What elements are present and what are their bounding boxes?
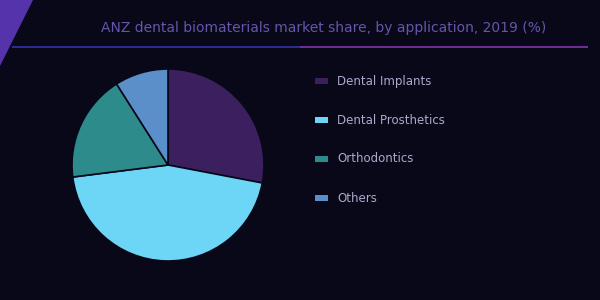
- Text: Dental Prosthetics: Dental Prosthetics: [337, 113, 445, 127]
- Wedge shape: [72, 84, 168, 177]
- Wedge shape: [116, 69, 168, 165]
- Wedge shape: [168, 69, 264, 183]
- Text: Dental Implants: Dental Implants: [337, 74, 431, 88]
- Text: ANZ dental biomaterials market share, by application, 2019 (%): ANZ dental biomaterials market share, by…: [101, 21, 547, 35]
- Text: Others: Others: [337, 191, 377, 205]
- Wedge shape: [73, 165, 262, 261]
- Text: Orthodontics: Orthodontics: [337, 152, 413, 166]
